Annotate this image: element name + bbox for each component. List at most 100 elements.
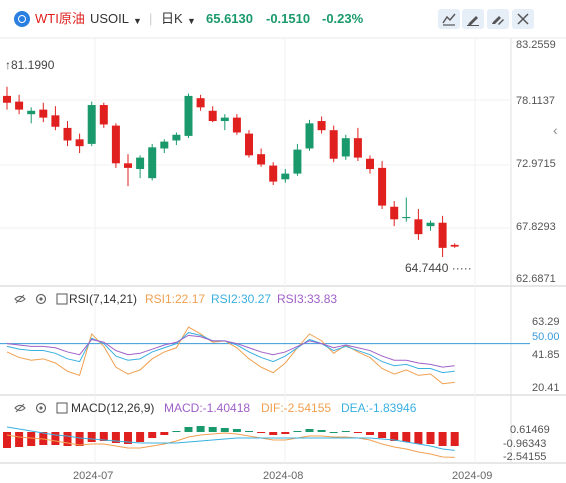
macd-bar [232,429,241,432]
price-axis-label-2: 78.1137 [516,95,555,107]
macd-hide-eye-icon[interactable] [14,402,26,414]
date-label-sep: 2024-09 [452,470,493,482]
candle-body [245,133,253,156]
macd-bar [257,432,266,433]
macd-bar [317,430,326,432]
high-value: 81.1990 [11,58,55,72]
macd-bar [329,432,338,433]
macd-settings-gear-icon[interactable] [35,402,47,414]
macd-indicator-box-icon[interactable] [56,402,68,414]
double-pencil-button[interactable] [487,9,509,29]
macd-bar [99,432,108,441]
candle-body [305,123,314,149]
pencil-button[interactable] [462,9,484,29]
low-marker-label: 64.7440 ····· [405,261,472,275]
macd-bar [305,429,314,432]
macd-bar [184,427,193,432]
candle-body [196,98,205,108]
dif-line [6,432,455,458]
rsi3-line [6,334,455,368]
macd-bar [160,432,169,435]
collapse-button[interactable] [512,9,534,29]
symbol-logo-icon [14,11,30,27]
date-label-aug: 2024-08 [263,470,304,482]
dif-value: DIF:-2.54155 [261,401,332,415]
macd-bar [378,432,387,438]
macd-bar [15,432,24,447]
candle-body [378,167,387,206]
macd-bar [402,432,411,442]
candle-body [366,158,374,170]
rsi2-value: RSI2:30.27 [211,292,272,306]
candle-body [390,206,399,220]
rsi1-line [6,326,455,385]
macd-bar [51,432,60,445]
macd-bar [75,432,84,446]
double-pencil-icon [491,12,505,26]
macd-axis-label-3: -2.54155 [503,451,547,463]
candle-body [426,222,435,227]
candle-body [3,95,11,103]
macd-bar [450,432,459,446]
candle-body [99,105,108,125]
candle-body [136,157,145,170]
draw-line-button[interactable] [438,9,460,29]
dea-value: DEA:-1.83946 [341,401,417,415]
candle-body [111,125,120,164]
candle-body [414,219,423,235]
candle-body [329,130,338,159]
candle-body [148,147,157,179]
candle-body [293,149,302,174]
candle-body [269,165,278,182]
macd-bar [438,432,447,446]
candle-body [281,173,290,180]
macd-bar [63,432,72,446]
candle-body [124,163,132,168]
macd-bar [341,431,350,432]
candle-body [51,115,60,127]
macd-bar [208,427,217,432]
candle-body [341,138,350,157]
pencil-icon [466,12,480,26]
date-label-jul: 2024-07 [73,470,114,482]
macd-bar [3,432,11,448]
macd-bar [245,431,253,432]
macd-bar [353,432,362,433]
price-change: -0.1510 [266,11,311,26]
candle-body [184,95,193,136]
indicator-box-icon[interactable] [56,293,68,305]
candle-body [257,154,266,165]
symbol-name[interactable]: WTI原油 [35,11,85,26]
price-axis-label-4: 67.8293 [516,221,556,233]
candle-body [402,217,411,219]
dea-line [6,426,455,451]
rsi1-value: RSI1:22.17 [145,292,206,306]
macd-value: MACD:-1.40418 [164,401,251,415]
rsi-axis-label-1: 63.29 [532,316,560,328]
rsi2-line [6,332,455,374]
rsi-axis-label-3: 41.85 [532,349,560,361]
last-price: 65.6130 [206,11,253,26]
macd-bar [124,432,132,444]
symbol-code[interactable]: USOIL [90,11,130,26]
candle-body [232,117,241,133]
chevron-left-icon[interactable]: ‹ [553,122,558,138]
period-dropdown-icon[interactable]: ▼ [187,16,196,26]
period-selector[interactable]: 日K [161,11,183,26]
settings-gear-icon[interactable] [35,293,47,305]
rsi-axis-label-2: 50.00 [532,331,560,343]
symbol-dropdown-icon[interactable]: ▼ [133,16,142,26]
macd-bar [136,432,145,442]
hide-eye-icon[interactable] [14,293,26,305]
macd-title: MACD(12,26,9) [71,401,155,415]
candle-body [87,105,96,144]
macd-axis-label-2: -0.96343 [503,438,547,450]
candle-body [208,110,217,122]
macd-bar [172,431,181,432]
macd-bar [366,432,374,435]
candle-body [317,121,326,131]
toolbar: WTI原油 USOIL ▼ | 日K ▼ 65.6130 -0.1510 -0.… [0,0,566,38]
candle-body [450,244,459,247]
rsi3-value: RSI3:33.83 [277,292,338,306]
